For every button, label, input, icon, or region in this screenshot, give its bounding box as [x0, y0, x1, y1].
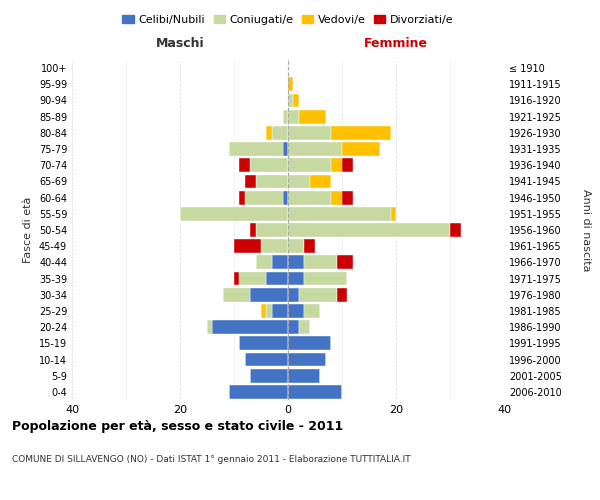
Bar [288, 304, 304, 318]
Bar [245, 352, 288, 366]
Bar [299, 320, 310, 334]
Bar [310, 174, 331, 188]
Bar [250, 158, 288, 172]
Bar [272, 304, 288, 318]
Bar [288, 385, 342, 399]
Bar [337, 288, 347, 302]
Bar [180, 207, 288, 220]
Bar [391, 207, 396, 220]
Bar [256, 256, 272, 270]
Bar [304, 256, 337, 270]
Y-axis label: Anni di nascita: Anni di nascita [581, 188, 591, 271]
Bar [288, 207, 391, 220]
Bar [272, 126, 288, 140]
Bar [288, 94, 293, 108]
Bar [288, 272, 304, 285]
Bar [245, 190, 283, 204]
Bar [250, 288, 288, 302]
Bar [266, 126, 272, 140]
Bar [342, 158, 353, 172]
Bar [283, 190, 288, 204]
Bar [234, 272, 239, 285]
Bar [288, 158, 331, 172]
Text: Femmine: Femmine [364, 38, 428, 51]
Bar [304, 272, 347, 285]
Bar [245, 174, 256, 188]
Bar [212, 320, 288, 334]
Bar [239, 272, 266, 285]
Bar [250, 369, 288, 382]
Bar [229, 142, 283, 156]
Bar [239, 190, 245, 204]
Bar [450, 223, 461, 237]
Bar [283, 142, 288, 156]
Bar [304, 240, 315, 253]
Bar [256, 223, 288, 237]
Bar [342, 190, 353, 204]
Bar [331, 158, 342, 172]
Bar [250, 223, 256, 237]
Bar [272, 256, 288, 270]
Y-axis label: Fasce di età: Fasce di età [23, 197, 33, 263]
Bar [256, 174, 288, 188]
Bar [288, 126, 331, 140]
Bar [229, 385, 288, 399]
Bar [261, 240, 288, 253]
Bar [288, 288, 299, 302]
Bar [288, 256, 304, 270]
Bar [342, 142, 380, 156]
Bar [304, 304, 320, 318]
Bar [288, 110, 299, 124]
Bar [288, 223, 450, 237]
Bar [331, 190, 342, 204]
Bar [288, 78, 293, 91]
Bar [288, 320, 299, 334]
Bar [261, 304, 266, 318]
Bar [239, 336, 288, 350]
Bar [288, 336, 331, 350]
Bar [266, 304, 272, 318]
Bar [288, 190, 331, 204]
Bar [223, 288, 250, 302]
Bar [207, 320, 212, 334]
Text: Popolazione per età, sesso e stato civile - 2011: Popolazione per età, sesso e stato civil… [12, 420, 343, 433]
Bar [288, 369, 320, 382]
Bar [288, 352, 326, 366]
Bar [299, 288, 337, 302]
Bar [288, 174, 310, 188]
Bar [234, 240, 261, 253]
Text: COMUNE DI SILLAVENGO (NO) - Dati ISTAT 1° gennaio 2011 - Elaborazione TUTTITALIA: COMUNE DI SILLAVENGO (NO) - Dati ISTAT 1… [12, 455, 410, 464]
Bar [266, 272, 288, 285]
Bar [299, 110, 326, 124]
Legend: Celibi/Nubili, Coniugati/e, Vedovi/e, Divorziati/e: Celibi/Nubili, Coniugati/e, Vedovi/e, Di… [118, 10, 458, 29]
Bar [283, 110, 288, 124]
Bar [239, 158, 250, 172]
Bar [293, 94, 299, 108]
Bar [331, 126, 391, 140]
Bar [288, 142, 342, 156]
Bar [288, 240, 304, 253]
Text: Maschi: Maschi [155, 38, 205, 51]
Bar [337, 256, 353, 270]
